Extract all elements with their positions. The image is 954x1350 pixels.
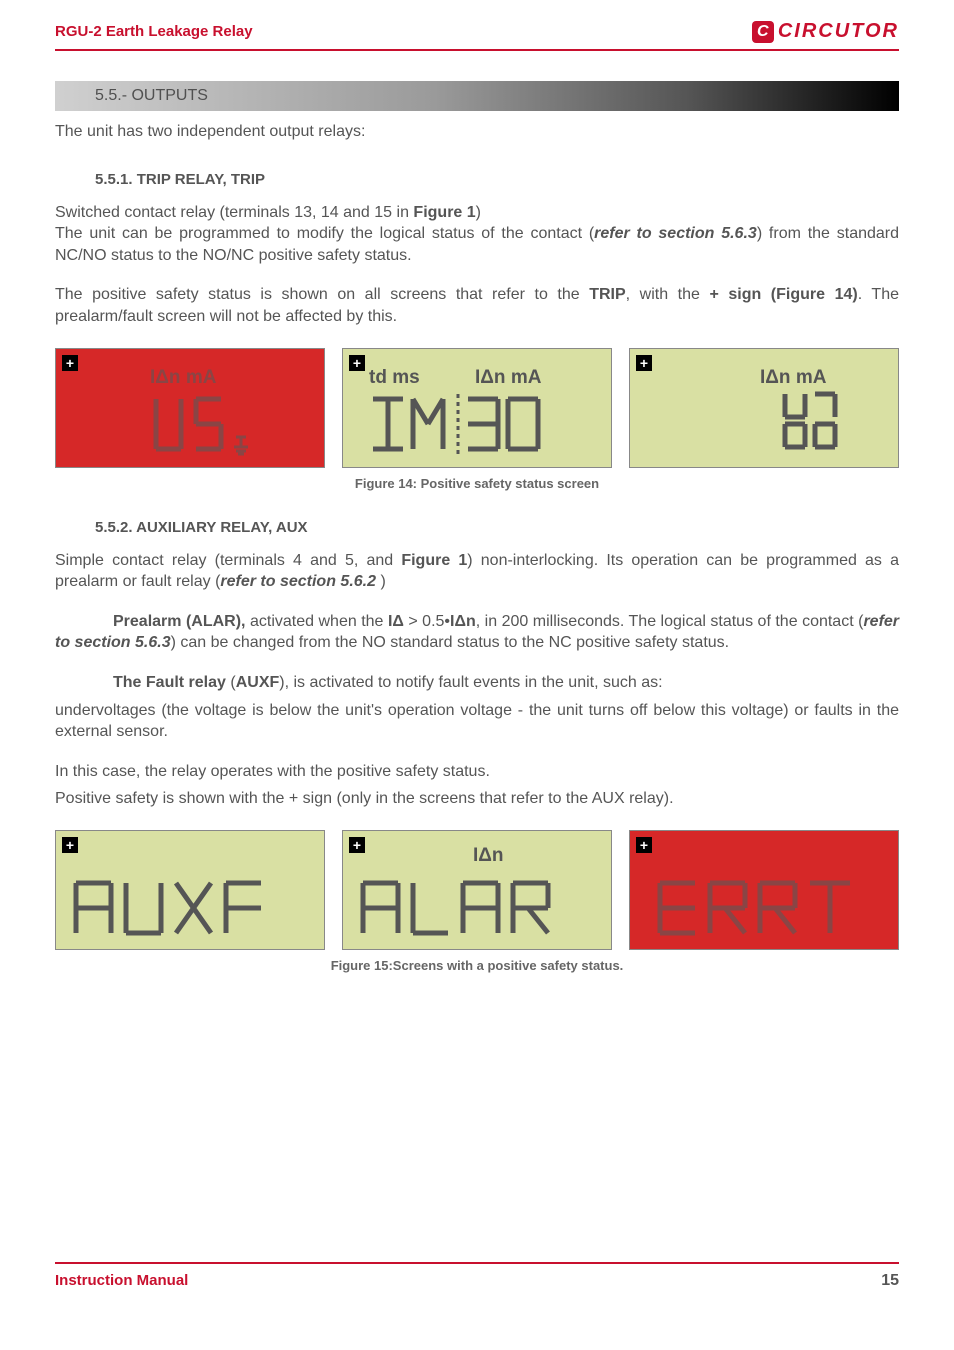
seven-seg-display xyxy=(780,389,860,459)
plus-icon: + xyxy=(636,355,652,371)
fig14-screen-1: + IΔn mA xyxy=(55,348,325,468)
footer-text: Instruction Manual xyxy=(55,1272,188,1290)
fig15-screen-3: + xyxy=(629,830,899,950)
figure-14-caption: Figure 14: Positive safety status screen xyxy=(55,476,899,491)
seven-seg-errt xyxy=(655,873,895,943)
plus-icon: + xyxy=(636,837,652,853)
screen-label: IΔn mA xyxy=(150,367,216,389)
subsection-title-1: 5.5.1. TRIP RELAY, TRIP xyxy=(95,171,899,188)
intro-text: The unit has two independent output rela… xyxy=(55,121,899,143)
figure-14-screens: + IΔn mA + td ms IΔn mA + IΔn mA xyxy=(55,348,899,468)
page-footer: Instruction Manual 15 xyxy=(55,1262,899,1290)
product-title: RGU-2 Earth Leakage Relay xyxy=(55,23,253,40)
sub2-p5: In this case, the relay operates with th… xyxy=(55,761,899,783)
screen-label: IΔn mA xyxy=(760,367,826,389)
fig15-screen-2: + IΔn xyxy=(342,830,612,950)
fig14-screen-2: + td ms IΔn mA xyxy=(342,348,612,468)
subsection-title-2: 5.5.2. AUXILIARY RELAY, AUX xyxy=(95,519,899,536)
seven-seg-display xyxy=(368,389,588,459)
figure-15-screens: + + IΔn + xyxy=(55,830,899,950)
sub1-p3: The positive safety status is shown on a… xyxy=(55,284,899,327)
sub2-p6: Positive safety is shown with the + sign… xyxy=(55,788,899,810)
seven-seg-display xyxy=(146,389,286,459)
sub2-p2: Prealarm (ALAR), activated when the IΔ >… xyxy=(55,611,899,654)
sub2-p1: Simple contact relay (terminals 4 and 5,… xyxy=(55,550,899,593)
plus-icon: + xyxy=(62,355,78,371)
sub1-p1: Switched contact relay (terminals 13, 14… xyxy=(55,202,899,267)
plus-icon: + xyxy=(62,837,78,853)
brand-logo: CIRCUTOR xyxy=(752,20,899,43)
logo-icon xyxy=(752,21,774,43)
page-number: 15 xyxy=(881,1272,899,1290)
fig14-screen-3: + IΔn mA xyxy=(629,348,899,468)
seven-seg-auxf xyxy=(71,873,311,943)
screen-label-left: td ms xyxy=(369,367,420,389)
fig15-screen-1: + xyxy=(55,830,325,950)
section-header: 5.5.- OUTPUTS xyxy=(55,81,899,111)
logo-text: CIRCUTOR xyxy=(778,20,899,43)
sub2-p3: The Fault relay (AUXF), is activated to … xyxy=(55,672,899,694)
screen-label-right: IΔn mA xyxy=(475,367,541,389)
seven-seg-alar xyxy=(358,873,598,943)
figure-15-caption: Figure 15:Screens with a positive safety… xyxy=(55,958,899,973)
screen-label: IΔn xyxy=(473,845,504,867)
sub2-p4: undervoltages (the voltage is below the … xyxy=(55,700,899,743)
plus-icon: + xyxy=(349,837,365,853)
plus-icon: + xyxy=(349,355,365,371)
page-header: RGU-2 Earth Leakage Relay CIRCUTOR xyxy=(55,20,899,51)
